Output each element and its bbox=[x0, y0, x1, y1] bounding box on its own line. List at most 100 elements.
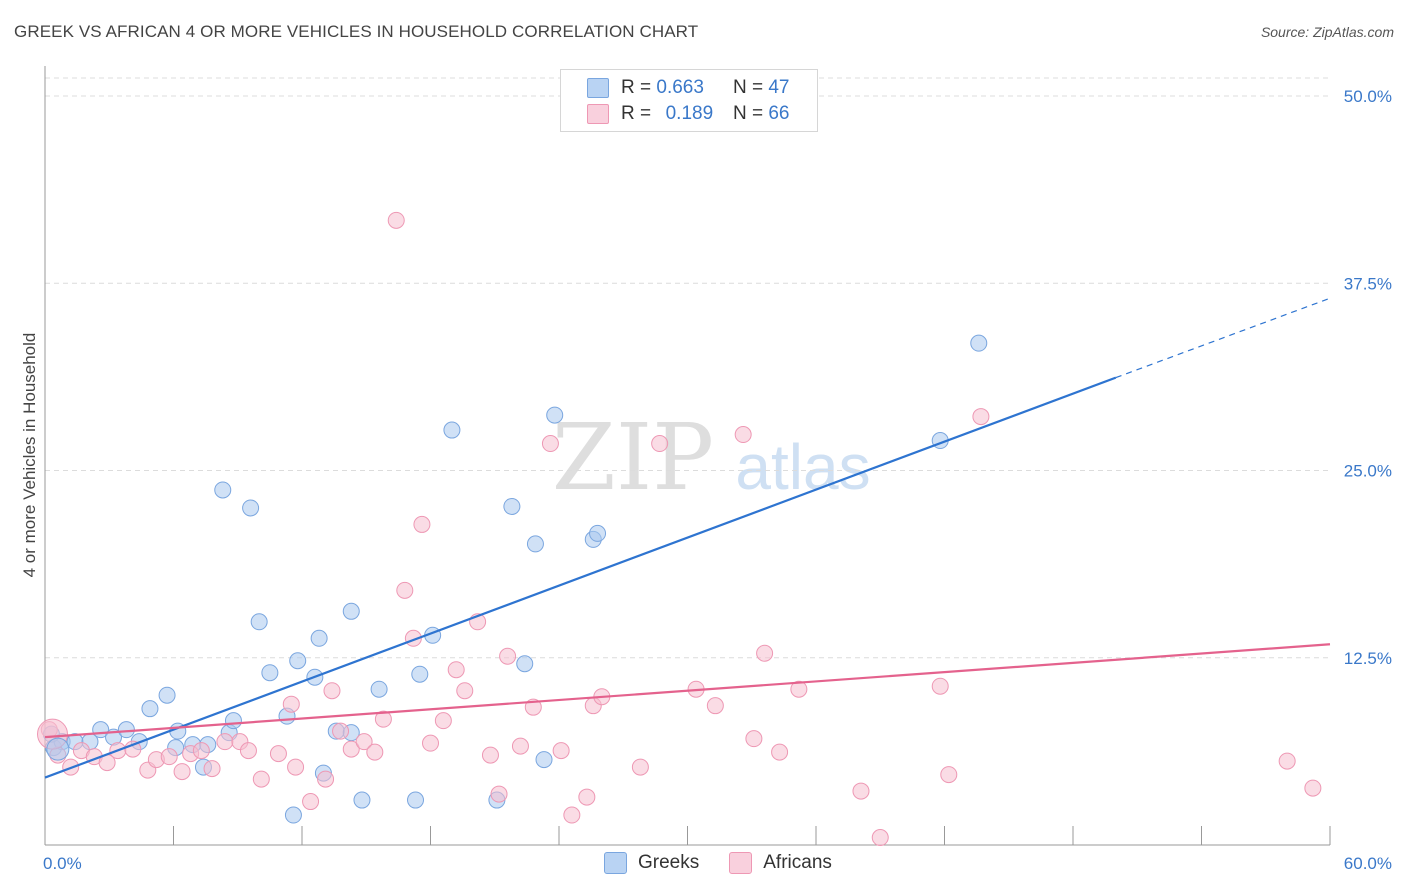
data-point bbox=[578, 788, 596, 806]
data-point bbox=[282, 695, 300, 713]
data-point bbox=[252, 770, 270, 788]
data-point bbox=[541, 435, 559, 453]
data-point bbox=[117, 721, 135, 739]
y-tick-label: 12.5% bbox=[1344, 649, 1392, 668]
legend-swatch-greeks bbox=[587, 78, 609, 98]
data-point bbox=[563, 806, 581, 824]
data-point bbox=[589, 524, 607, 542]
data-point bbox=[214, 481, 232, 499]
data-point bbox=[443, 421, 461, 439]
data-point bbox=[456, 682, 474, 700]
legend-r-value-africans: 0.189 bbox=[665, 103, 714, 124]
legend-row-africans: R = 0.189 N = 66 bbox=[587, 102, 789, 126]
data-point bbox=[242, 499, 260, 517]
data-point bbox=[355, 733, 373, 751]
data-point bbox=[972, 408, 990, 426]
data-point bbox=[317, 770, 335, 788]
data-point bbox=[756, 644, 774, 662]
data-point bbox=[970, 334, 988, 352]
legend-r-label: R = bbox=[621, 103, 652, 124]
data-point bbox=[490, 785, 508, 803]
trend-line-extension-greeks bbox=[1115, 297, 1331, 379]
data-point bbox=[871, 829, 889, 847]
bottom-legend-greeks: Greeks bbox=[604, 852, 699, 874]
x-tick-label-max: 60.0% bbox=[1344, 854, 1392, 873]
data-point bbox=[160, 748, 178, 766]
data-point bbox=[499, 647, 517, 665]
data-point bbox=[216, 733, 234, 751]
data-point bbox=[481, 746, 499, 764]
legend-n-value-africans: 66 bbox=[768, 103, 790, 124]
data-point bbox=[552, 742, 570, 760]
data-point bbox=[396, 581, 414, 599]
data-point bbox=[353, 791, 371, 809]
data-point bbox=[411, 665, 429, 683]
bottom-legend: Greeks Africans bbox=[604, 852, 862, 874]
data-point bbox=[503, 497, 521, 515]
y-tick-label: 25.0% bbox=[1344, 462, 1392, 481]
data-point bbox=[546, 406, 564, 424]
legend-r-label: R = bbox=[621, 77, 652, 98]
data-point bbox=[332, 722, 350, 740]
bottom-legend-swatch-africans bbox=[729, 852, 753, 874]
data-point bbox=[374, 710, 392, 728]
legend-n-label: N = bbox=[732, 103, 764, 124]
data-point bbox=[173, 763, 191, 781]
data-point bbox=[852, 782, 870, 800]
data-point bbox=[284, 806, 302, 824]
bottom-legend-label-africans: Africans bbox=[763, 852, 832, 873]
legend-swatch-africans bbox=[587, 104, 609, 124]
legend-n-label: N = bbox=[732, 77, 764, 98]
data-point bbox=[261, 664, 279, 682]
data-point bbox=[323, 682, 341, 700]
legend: R = 0.663 N = 47 R = 0.189 N = 66 bbox=[560, 69, 818, 132]
bottom-legend-label-greeks: Greeks bbox=[638, 852, 700, 873]
legend-n-value-greeks: 47 bbox=[768, 77, 790, 98]
data-point bbox=[706, 697, 724, 715]
bottom-legend-africans: Africans bbox=[729, 852, 832, 874]
data-point bbox=[141, 700, 159, 718]
data-point bbox=[447, 661, 465, 679]
data-point bbox=[289, 652, 307, 670]
data-point bbox=[250, 613, 268, 631]
data-point bbox=[434, 712, 452, 730]
data-point bbox=[158, 686, 176, 704]
data-point bbox=[651, 435, 669, 453]
data-point bbox=[342, 740, 360, 758]
chart-title: GREEK VS AFRICAN 4 OR MORE VEHICLES IN H… bbox=[14, 22, 699, 41]
data-point bbox=[287, 758, 305, 776]
watermark-atlas: atlas bbox=[735, 431, 870, 503]
trend-line-africans bbox=[44, 643, 1331, 739]
y-tick-label: 37.5% bbox=[1344, 274, 1392, 293]
data-point bbox=[516, 655, 534, 673]
data-point bbox=[1278, 752, 1296, 770]
data-point bbox=[269, 745, 287, 763]
data-point bbox=[302, 793, 320, 811]
series-africans bbox=[40, 211, 1322, 847]
data-point bbox=[407, 791, 425, 809]
source-label: Source: ZipAtlas.com bbox=[1260, 24, 1394, 40]
data-point bbox=[745, 730, 763, 748]
data-point bbox=[631, 758, 649, 776]
data-point bbox=[192, 742, 210, 760]
data-point bbox=[931, 677, 949, 695]
y-tick-label: 50.0% bbox=[1344, 87, 1392, 106]
data-point bbox=[366, 743, 384, 761]
data-point bbox=[310, 629, 328, 647]
data-point bbox=[370, 680, 388, 698]
legend-row-greeks: R = 0.663 N = 47 bbox=[587, 76, 789, 100]
data-point bbox=[771, 743, 789, 761]
data-point-cluster bbox=[46, 737, 70, 761]
data-point bbox=[511, 737, 529, 755]
x-tick-label-min: 0.0% bbox=[43, 854, 82, 873]
data-point bbox=[203, 760, 221, 778]
data-point bbox=[387, 211, 405, 229]
data-point bbox=[342, 602, 360, 620]
watermark-zip: ZIP bbox=[552, 404, 714, 511]
data-point bbox=[1304, 779, 1322, 797]
data-point bbox=[790, 680, 808, 698]
trend-line-greeks bbox=[44, 376, 1117, 779]
data-point bbox=[535, 751, 553, 769]
data-point bbox=[422, 734, 439, 752]
